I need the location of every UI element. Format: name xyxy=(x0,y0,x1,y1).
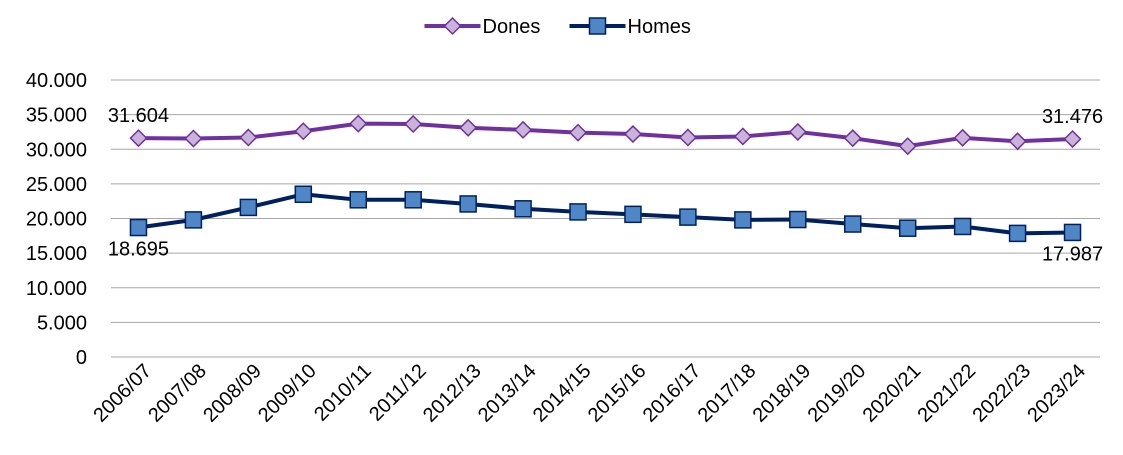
data-point-diamond xyxy=(129,129,148,148)
x-tick-label: 2014/15 xyxy=(529,360,596,427)
x-tick-label: 2012/13 xyxy=(419,360,486,427)
data-label: 18.695 xyxy=(108,239,169,261)
x-tick-label: 2018/19 xyxy=(749,360,816,427)
y-tick-label: 5.000 xyxy=(37,312,87,334)
data-point-diamond xyxy=(953,128,972,147)
legend-label: Homes xyxy=(628,16,691,38)
data-point-square xyxy=(624,205,642,224)
y-tick-label: 35.000 xyxy=(26,105,87,127)
legend-marker-diamond xyxy=(443,16,462,36)
x-axis: 2006/072007/082008/092009/102010/112011/… xyxy=(89,360,1090,427)
data-point-square xyxy=(184,211,203,229)
data-point-square xyxy=(844,215,862,233)
x-tick-label: 2020/21 xyxy=(859,360,926,427)
x-tick-label: 2019/20 xyxy=(804,360,871,427)
data-point-diamond xyxy=(623,124,643,144)
x-tick-label: 2023/24 xyxy=(1023,360,1090,427)
legend-label: Dones xyxy=(483,16,541,38)
legend-item-dones: Dones xyxy=(424,16,541,38)
data-point-square xyxy=(349,191,367,209)
chart-legend: Dones Homes xyxy=(424,16,691,38)
data-point-diamond xyxy=(349,114,368,133)
data-point-diamond xyxy=(514,120,533,139)
data-point-square xyxy=(514,200,532,218)
data-point-square xyxy=(129,218,148,237)
data-point-diamond xyxy=(678,128,697,147)
data-label: 17.987 xyxy=(1042,243,1103,265)
x-tick-label: 2009/10 xyxy=(254,360,321,427)
data-point-square xyxy=(898,219,917,237)
data-point-diamond xyxy=(404,114,423,134)
y-tick-label: 15.000 xyxy=(26,243,87,265)
x-tick-label: 2010/11 xyxy=(310,360,376,426)
data-point-diamond xyxy=(239,128,258,147)
data-point-diamond xyxy=(568,123,588,142)
data-label: 31.604 xyxy=(108,105,169,127)
x-tick-label: 2008/09 xyxy=(199,360,266,427)
y-tick-label: 25.000 xyxy=(26,174,87,196)
series-layer xyxy=(129,114,1082,243)
data-point-square xyxy=(404,191,422,209)
x-tick-label: 2022/23 xyxy=(968,360,1035,427)
data-point-square xyxy=(1008,224,1027,243)
y-tick-label: 0 xyxy=(76,347,87,369)
x-tick-label: 2017/18 xyxy=(694,360,761,427)
data-point-square xyxy=(953,217,972,236)
data-point-square xyxy=(789,210,807,229)
data-point-square xyxy=(569,203,587,221)
y-tick-label: 30.000 xyxy=(26,139,87,161)
gridlines xyxy=(111,79,1100,358)
y-tick-label: 10.000 xyxy=(26,278,87,300)
series-line-dones xyxy=(138,121,1073,149)
data-point-square xyxy=(294,185,313,204)
y-axis: 0 5.000 10.000 15.000 20.000 25.000 30.000 35.0… xyxy=(26,70,87,369)
series-line-homes xyxy=(138,192,1073,236)
data-point-square xyxy=(734,211,752,229)
legend-item-homes: Homes xyxy=(569,16,691,38)
data-point-diamond xyxy=(184,129,203,148)
data-point-diamond xyxy=(294,122,313,141)
x-tick-label: 2015/16 xyxy=(584,360,651,427)
y-tick-label: 40.000 xyxy=(26,70,87,92)
legend-marker-square xyxy=(588,17,607,35)
x-tick-label: 2011/12 xyxy=(365,360,431,426)
data-point-diamond xyxy=(733,127,752,146)
x-tick-label: 2021/22 xyxy=(913,360,980,427)
y-tick-label: 20.000 xyxy=(26,209,87,231)
data-labels: 31.604 31.476 18.695 17.987 xyxy=(108,105,1103,265)
data-point-square xyxy=(459,195,477,213)
x-tick-label: 2016/17 xyxy=(639,360,706,427)
x-tick-label: 2007/08 xyxy=(144,360,211,427)
data-label: 31.476 xyxy=(1042,106,1103,128)
data-point-square xyxy=(239,198,258,217)
data-point-diamond xyxy=(1008,132,1027,151)
x-tick-label: 2013/14 xyxy=(474,360,541,427)
data-point-diamond xyxy=(459,118,478,137)
data-point-diamond xyxy=(788,122,807,141)
data-point-square xyxy=(1063,223,1082,242)
data-point-square xyxy=(679,208,697,226)
data-point-diamond xyxy=(898,137,917,156)
data-point-diamond xyxy=(1063,129,1082,149)
data-point-diamond xyxy=(843,129,862,148)
x-tick-label: 2006/07 xyxy=(89,360,156,427)
